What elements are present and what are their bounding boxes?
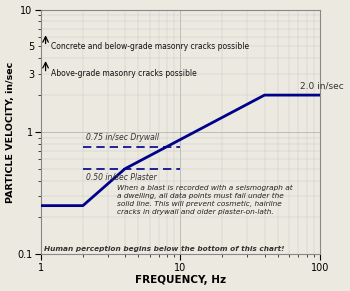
Text: 0.75 in/sec Drywall: 0.75 in/sec Drywall [86, 133, 159, 142]
Text: Above-grade masonry cracks possible: Above-grade masonry cracks possible [51, 69, 197, 78]
Text: When a blast is recorded with a seismograph at
a dwelling, all data points must : When a blast is recorded with a seismogr… [117, 185, 293, 215]
Text: Human perception begins below the bottom of this chart!: Human perception begins below the bottom… [44, 246, 284, 252]
Text: 2.0 in/sec: 2.0 in/sec [300, 81, 344, 91]
Text: 0.50 in/sec Plaster: 0.50 in/sec Plaster [86, 172, 156, 181]
Text: Concrete and below-grade masonry cracks possible: Concrete and below-grade masonry cracks … [51, 42, 249, 51]
X-axis label: FREQUENCY, Hz: FREQUENCY, Hz [135, 276, 226, 285]
Y-axis label: PARTICLE VELOCITY, in/sec: PARTICLE VELOCITY, in/sec [6, 61, 15, 203]
